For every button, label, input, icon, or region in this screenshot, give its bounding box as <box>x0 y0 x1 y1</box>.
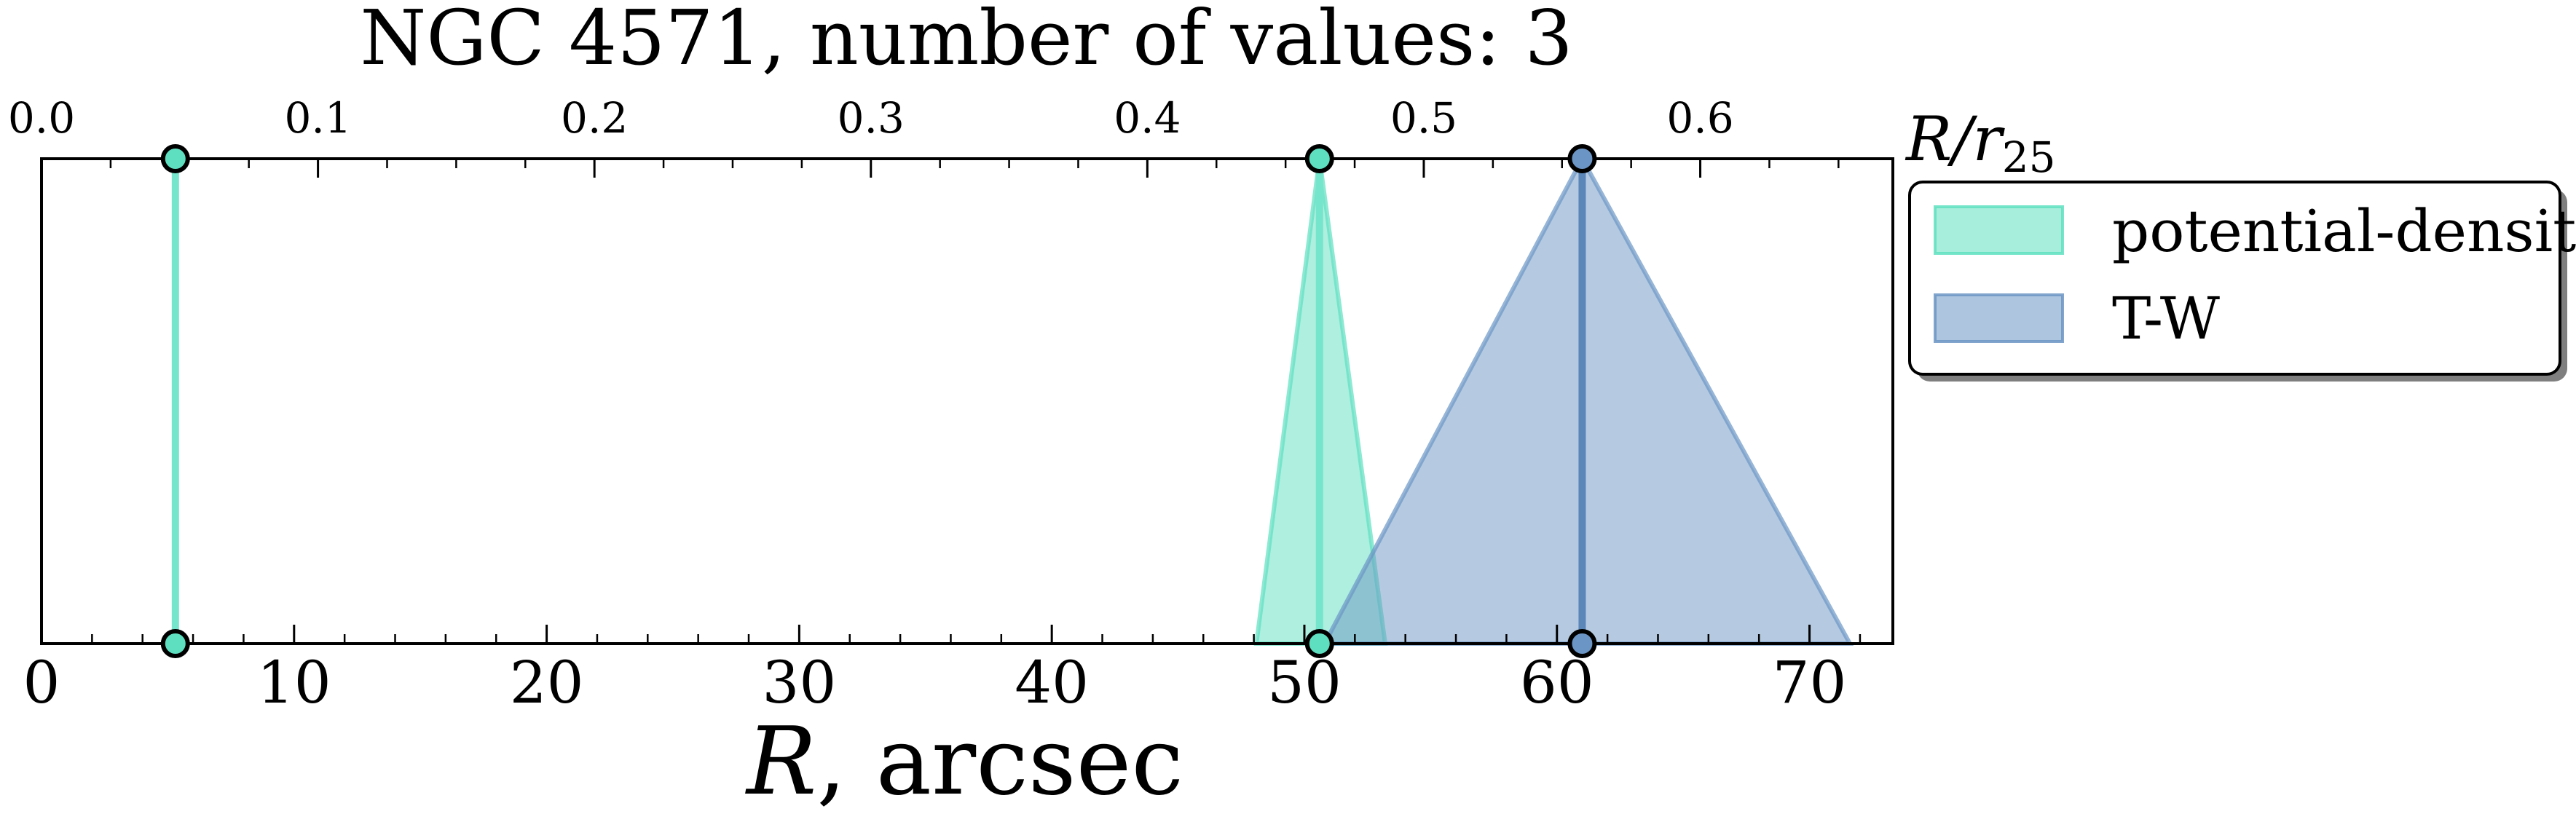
marker-bottom-1-0 <box>1567 629 1597 658</box>
x-tick-label: 10 <box>257 649 331 716</box>
legend: potential-density T-W <box>1908 181 2576 382</box>
chart-title: NGC 4571, number of values: 3 <box>360 0 1572 82</box>
x-tick-label: 70 <box>1773 649 1847 716</box>
x-tick-label: 0 <box>23 649 60 716</box>
top-tick-label: 0.3 <box>838 93 905 143</box>
marker-bottom-0-0 <box>160 629 190 658</box>
legend-box <box>1908 181 2561 376</box>
x-axis-tick-labels: 0 10 20 30 40 50 60 70 <box>23 649 1847 716</box>
top-tick-label: 0.6 <box>1666 93 1733 143</box>
x-axis-label-rest: , arcsec <box>816 708 1183 816</box>
top-axis-label-sub: 25 <box>2002 133 2056 182</box>
marker-top-0-1 <box>1304 144 1334 173</box>
top-axis-label: R/r25 <box>1905 103 2056 182</box>
x-axis-label-var: R <box>745 708 816 816</box>
x-tick-label: 20 <box>510 649 584 716</box>
marker-top-1-0 <box>1567 144 1597 173</box>
top-tick-label: 0.1 <box>284 93 351 143</box>
x-tick-label: 30 <box>762 649 836 716</box>
marker-top-0-0 <box>160 144 190 173</box>
top-axis-tick-labels: 0.0 0.1 0.2 0.3 0.4 0.5 0.6 <box>8 93 1734 143</box>
top-tick-label: 0.4 <box>1114 93 1181 143</box>
marker-bottom-0-1 <box>1304 629 1334 658</box>
plot-frame <box>40 157 1894 645</box>
legend-label-t-w: T-W <box>2112 285 2220 352</box>
legend-swatch-potential-density <box>1934 205 2064 255</box>
top-axis-label-main: R/r <box>1905 103 2006 175</box>
legend-swatch-t-w <box>1934 293 2064 343</box>
data-markers <box>160 144 1597 658</box>
top-tick-label: 0.5 <box>1390 93 1457 143</box>
axis-ticks <box>40 159 1862 644</box>
legend-label-potential-density: potential-density <box>2112 197 2576 265</box>
x-tick-label: 60 <box>1520 649 1594 716</box>
x-axis-label: R, arcsec <box>745 708 1183 816</box>
top-tick-label: 0.0 <box>8 93 75 143</box>
x-tick-label: 50 <box>1267 649 1342 716</box>
x-tick-label: 40 <box>1015 649 1089 716</box>
top-tick-label: 0.2 <box>561 93 628 143</box>
